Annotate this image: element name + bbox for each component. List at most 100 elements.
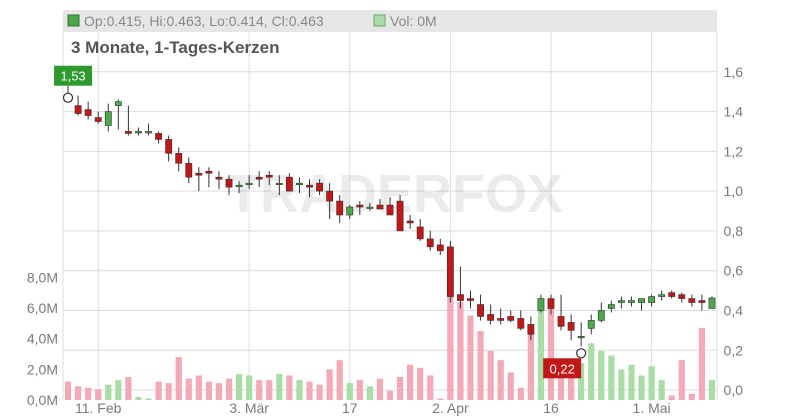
candle-body <box>114 101 122 106</box>
volume-bar <box>658 380 665 400</box>
volume-bar <box>316 384 323 400</box>
volume-bar <box>306 381 313 400</box>
volume-tick-label: 0,0M <box>27 392 58 408</box>
volume-bar <box>135 396 142 400</box>
volume-bar <box>296 380 303 400</box>
candle-body <box>376 204 384 210</box>
time-axis-labels: 11. Feb 3. Mär 17 2. Apr 16 1. Mai <box>75 400 671 416</box>
volume-bar <box>185 378 192 400</box>
low-marker: 0,22 <box>543 348 587 379</box>
volume-bar <box>396 377 404 400</box>
candle-body <box>195 172 203 176</box>
candle-body <box>336 200 344 216</box>
volume-bar <box>417 367 424 400</box>
volume-bar <box>588 343 595 400</box>
candle-body <box>396 200 404 232</box>
candle-body <box>225 178 233 188</box>
volume-bar <box>698 327 706 400</box>
volume-bar <box>678 360 685 400</box>
ohlc-legend-swatch <box>67 14 80 27</box>
volume-bar <box>527 326 534 400</box>
candle-body <box>406 220 414 224</box>
candle-body <box>235 184 243 187</box>
volume-bar <box>668 395 675 400</box>
volume-bar <box>638 375 645 400</box>
volume-bar <box>467 315 474 400</box>
candle-body <box>366 206 374 209</box>
volume-bar <box>567 364 575 400</box>
volume-bar <box>105 384 112 400</box>
candle-body <box>245 182 253 185</box>
volume-bar <box>336 360 343 400</box>
candle-body <box>185 162 193 178</box>
candle-body <box>356 204 364 208</box>
price-tick-label: 1,6 <box>724 64 744 80</box>
price-axis-labels: 0,0 0,2 0,4 0,6 0,8 1,0 1,2 1,4 1,6 <box>724 64 744 398</box>
volume-bar <box>366 386 373 400</box>
candle-body <box>587 320 595 329</box>
price-tick-label: 1,2 <box>724 143 744 159</box>
high-marker-label: 1,53 <box>60 69 85 84</box>
volume-tick-label: 2,0M <box>27 361 58 377</box>
volume-bar <box>155 381 162 400</box>
grid-lines <box>62 32 718 400</box>
candle-body <box>577 336 585 339</box>
volume-bar <box>427 375 434 400</box>
volume-bar <box>326 369 333 400</box>
candle-body <box>698 300 706 303</box>
volume-tick-label: 6,0M <box>27 300 58 316</box>
candle-body <box>617 300 625 303</box>
price-tick-label: 0,6 <box>724 263 744 279</box>
candle-body <box>296 182 303 185</box>
candle-body <box>688 298 696 303</box>
candle-body <box>597 310 605 321</box>
candle-body <box>275 182 283 185</box>
low-marker-label: 0,22 <box>550 361 575 376</box>
candle-body <box>84 109 92 116</box>
volume-bar <box>215 383 223 400</box>
volume-bars <box>64 280 716 400</box>
price-tick-label: 0,8 <box>724 223 744 239</box>
volume-bar <box>608 355 615 400</box>
high-marker-circle <box>62 92 74 103</box>
candle-body <box>104 111 112 126</box>
candle-body <box>567 322 575 331</box>
volume-bar <box>85 387 92 400</box>
volume-bar <box>266 380 273 400</box>
ohlc-legend-text: Op:0.415, Hi:0.463, Lo:0.414, Cl:0.463 <box>84 13 324 29</box>
candle-body <box>436 244 444 252</box>
volume-bar <box>145 398 152 400</box>
time-tick-label: 1. Mai <box>633 400 671 416</box>
volume-bar <box>256 380 263 400</box>
candle-body <box>537 298 545 311</box>
volume-tick-label: 4,0M <box>27 331 58 347</box>
volume-bar <box>235 373 243 400</box>
volume-bar <box>557 377 565 400</box>
time-tick-label: 2. Apr <box>432 400 469 416</box>
volume-bar <box>497 360 504 400</box>
candle-body <box>346 206 354 216</box>
candle-body <box>467 298 474 301</box>
volume-bar <box>708 380 716 400</box>
volume-axis-labels: 0,0M 2,0M 4,0M 6,0M 8,0M <box>27 269 58 408</box>
volume-bar <box>598 350 605 400</box>
volume-bar <box>74 386 82 400</box>
volume-tick-label: 8,0M <box>27 269 58 285</box>
candle-body <box>285 176 293 192</box>
watermark-text: TRADERFOX <box>227 164 563 224</box>
price-tick-label: 0,2 <box>724 342 744 358</box>
candle-body <box>165 139 173 154</box>
high-marker-box <box>54 65 93 86</box>
volume-bar <box>386 390 394 400</box>
volume-bar <box>537 300 545 400</box>
candle-body <box>135 131 142 134</box>
candle-body <box>547 298 555 309</box>
volume-bar <box>547 308 555 400</box>
candle-body <box>678 294 686 299</box>
candle-body <box>94 117 102 122</box>
candle-body <box>457 294 464 301</box>
volume-bar <box>447 280 454 400</box>
candle-body <box>416 226 424 240</box>
volume-legend-text: Vol: 0M <box>390 13 437 29</box>
volume-bar <box>407 364 414 400</box>
